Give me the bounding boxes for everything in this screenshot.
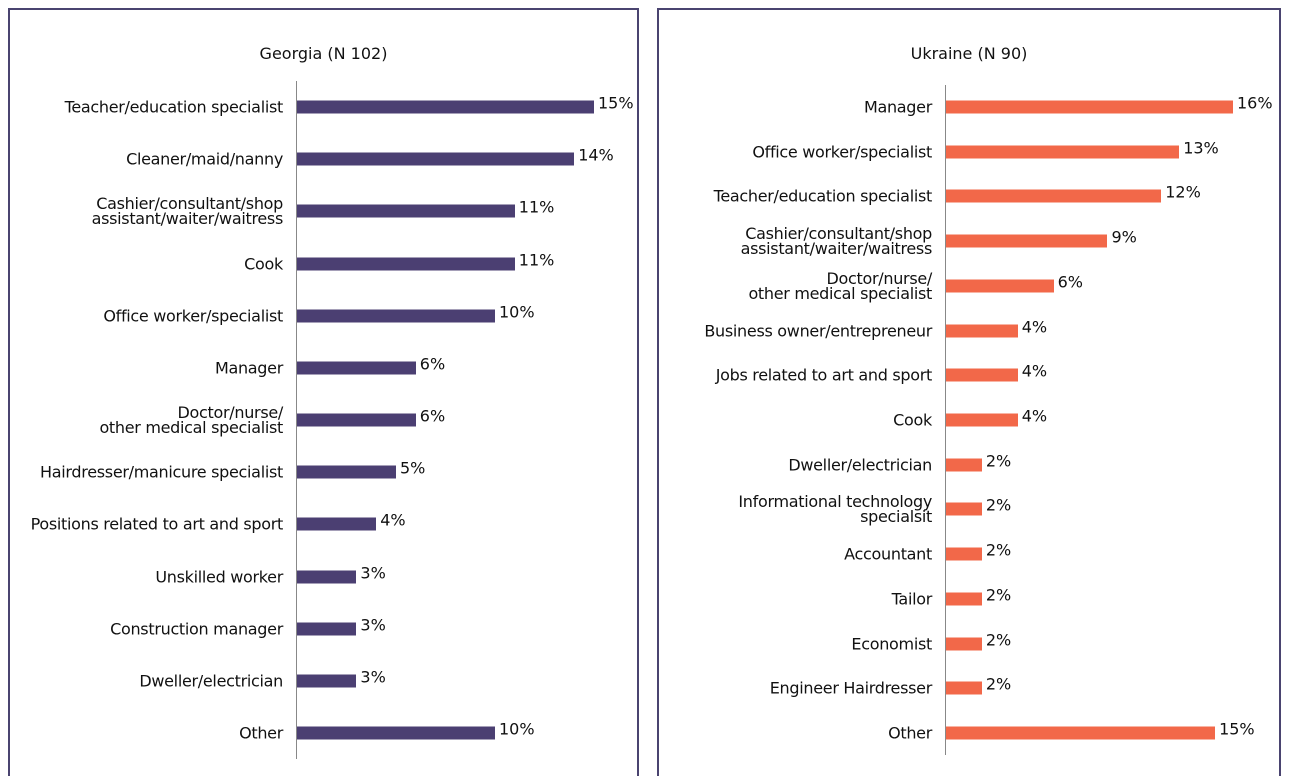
bar	[946, 726, 1216, 740]
bar	[297, 726, 495, 740]
bar	[297, 570, 357, 583]
bar	[297, 622, 357, 636]
bar	[946, 100, 1233, 114]
category-label: Teacher/education specialist	[713, 186, 933, 206]
category-label: Other	[239, 723, 283, 743]
bar	[946, 189, 1162, 203]
category-label: Doctor/nurse/ other medical specialist	[748, 268, 932, 303]
chart-panel: Georgia (N 102) Teacher/education special…	[8, 8, 639, 776]
category-label: Construction manager	[110, 619, 283, 639]
value-label: 11%	[518, 197, 555, 217]
value-label: 6%	[419, 354, 446, 374]
bar	[297, 100, 594, 114]
category-label: Manager	[863, 97, 932, 117]
category-label: Unskilled worker	[155, 567, 283, 586]
bar	[297, 465, 396, 479]
category-label: Other	[888, 723, 932, 743]
value-label: 11%	[518, 249, 555, 269]
axis-line	[945, 84, 946, 756]
category-label: Cleaner/maid/nanny	[126, 149, 283, 169]
bar	[297, 517, 377, 531]
value-label: 2%	[985, 585, 1012, 605]
value-label: 12%	[1165, 182, 1201, 202]
bar	[297, 413, 416, 427]
bar	[297, 674, 357, 688]
category-label: Doctor/nurse/ other medical specialist	[99, 403, 283, 437]
value-label: 2%	[985, 540, 1012, 560]
value-label: 15%	[598, 93, 634, 113]
value-label: 4%	[1021, 316, 1048, 336]
bar	[946, 279, 1054, 293]
bar	[946, 681, 982, 695]
value-label: 9%	[1111, 227, 1137, 247]
category-label: Jobs related to art and sport	[715, 365, 933, 385]
category-label: Cook	[244, 254, 283, 273]
category-label: Office worker/specialist	[752, 142, 932, 162]
bar	[297, 257, 515, 270]
value-label: 3%	[360, 667, 386, 687]
category-label: Office worker/specialist	[103, 306, 283, 326]
value-label: 10%	[499, 719, 535, 739]
value-label: 14%	[578, 145, 614, 165]
bar	[946, 502, 982, 516]
bar	[946, 592, 982, 606]
value-label: 2%	[985, 629, 1012, 649]
bar	[297, 309, 495, 323]
category-label: Cashier/consultant/shop assistant/waiter…	[91, 194, 284, 229]
axis-line	[296, 80, 297, 760]
category-label: Economist	[851, 634, 932, 654]
category-label: Business owner/entrepreneur	[704, 321, 932, 341]
category-label: Dweller/electrician	[788, 455, 932, 475]
bar	[297, 204, 515, 218]
category-label: Accountant	[844, 544, 932, 564]
category-label: Tailor	[891, 589, 933, 609]
category-label: Cashier/consultant/shop assistant/waiter…	[740, 224, 933, 259]
bar	[946, 324, 1018, 338]
value-label: 13%	[1183, 138, 1219, 158]
category-label: Informational technology specialsit	[738, 492, 932, 527]
bar	[946, 637, 982, 651]
value-label: 2%	[985, 495, 1012, 515]
bar	[946, 413, 1018, 427]
category-label: Manager	[214, 358, 283, 378]
value-label: 2%	[985, 674, 1012, 694]
value-label: 16%	[1237, 93, 1273, 113]
bar	[946, 145, 1180, 159]
chart-title: Ukraine (N 90)	[910, 44, 1028, 63]
value-label: 4%	[380, 510, 406, 530]
chart-title: Georgia (N 102)	[259, 44, 388, 63]
category-label: Cook	[893, 410, 932, 430]
value-label: 6%	[419, 406, 446, 426]
bar	[946, 368, 1018, 382]
value-label: 6%	[1057, 272, 1084, 292]
category-label: Dweller/electrician	[139, 671, 283, 691]
category-label: Hairdresser/manicure specialist	[40, 462, 283, 482]
category-label: Teacher/education specialist	[64, 97, 284, 117]
value-label: 4%	[1021, 361, 1048, 381]
bar	[297, 152, 575, 166]
chart-panel: Ukraine (N 90) Manager 16% Office worker/sp…	[657, 8, 1281, 776]
value-label: 3%	[360, 614, 386, 634]
category-label: Engineer Hairdresser	[769, 678, 933, 698]
bar	[297, 361, 416, 375]
value-label: 4%	[1021, 406, 1048, 426]
bar	[946, 547, 982, 561]
value-label: 5%	[400, 458, 426, 478]
value-label: 2%	[985, 451, 1012, 471]
bar	[946, 458, 982, 472]
bar	[946, 234, 1108, 248]
value-label: 3%	[360, 562, 386, 582]
value-label: 10%	[499, 301, 535, 321]
category-label: Positions related to art and sport	[30, 514, 284, 534]
value-label: 15%	[1219, 719, 1255, 739]
